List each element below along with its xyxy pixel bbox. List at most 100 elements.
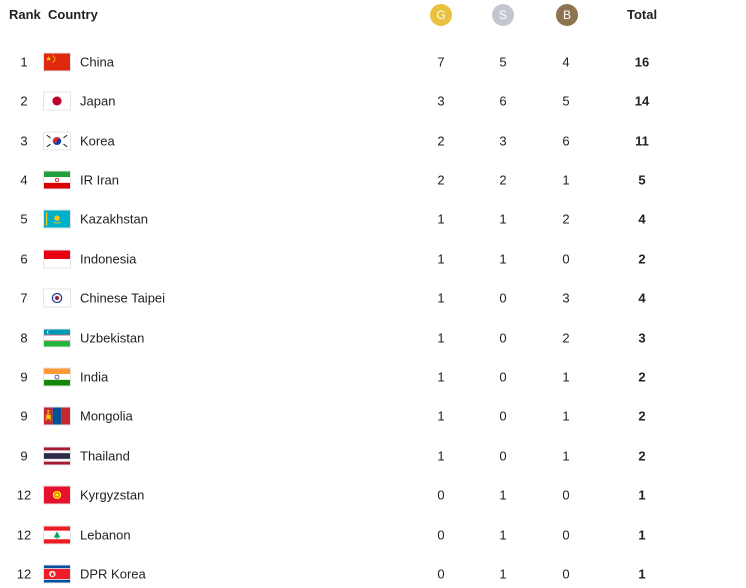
bronze-count: 0 [562,566,570,581]
silver-count: 1 [499,566,507,581]
gold-count: 1 [437,211,445,226]
rank-cell: 9 [20,448,28,463]
rank-cell: 5 [20,211,28,226]
country-name[interactable]: India [80,369,109,384]
bronze-count: 4 [562,54,570,69]
gold-count: 0 [437,487,445,502]
country-name[interactable]: Thailand [80,448,130,463]
rank-header[interactable]: Rank [9,7,41,22]
gold-count: 2 [437,172,445,187]
gold-count: 2 [437,133,445,148]
table-row[interactable]: 2 Japan 3 6 5 14 [0,81,746,120]
silver-count: 2 [499,172,507,187]
table-row[interactable]: 9 Mongolia 1 0 1 2 [0,396,746,435]
total-count: 2 [638,251,646,266]
silver-count: 3 [499,133,507,148]
total-count: 2 [638,448,646,463]
silver-count: 1 [499,251,507,266]
silver-count: 0 [499,330,507,345]
total-count: 1 [638,487,646,502]
total-count: 16 [634,54,650,69]
bronze-count: 2 [562,211,570,226]
rank-cell: 1 [20,54,28,69]
country-name[interactable]: Uzbekistan [80,330,145,345]
country-name[interactable]: Lebanon [80,527,131,542]
table-row[interactable]: 8 Uzbekistan 1 0 2 3 [0,318,746,357]
indonesia-flag-icon [43,249,71,268]
bronze-medal-icon[interactable]: B [556,4,578,26]
silver-medal-icon[interactable]: S [492,4,514,26]
bronze-count: 1 [562,172,570,187]
table-row[interactable]: 3 Korea 2 3 6 11 [0,121,746,160]
total-count: 2 [638,369,646,384]
thailand-flag-icon [43,446,71,465]
japan-flag-icon [43,91,71,110]
silver-count: 0 [499,369,507,384]
total-count: 3 [638,330,646,345]
rank-cell: 7 [20,290,28,305]
country-name[interactable]: Japan [80,93,116,108]
table-row[interactable]: 12 Lebanon 0 1 0 1 [0,515,746,554]
bronze-count: 0 [562,251,570,266]
rank-cell: 8 [20,330,28,345]
gold-count: 0 [437,527,445,542]
country-name[interactable]: Chinese Taipei [80,290,166,305]
china-flag-icon [43,52,71,71]
country-header[interactable]: Country [48,7,98,22]
gold-count: 1 [437,369,445,384]
table-row[interactable]: 7 Chinese Taipei 1 0 3 4 [0,278,746,317]
rank-cell: 9 [20,408,28,423]
total-header[interactable]: Total [627,7,658,22]
country-name[interactable]: Indonesia [80,251,137,266]
country-name[interactable]: DPR Korea [80,566,146,581]
rank-cell: 3 [20,133,28,148]
bronze-count: 0 [562,527,570,542]
total-count: 1 [638,566,646,581]
country-name[interactable]: Kazakhstan [80,211,148,226]
table-row[interactable]: 12 DPR Korea 0 1 0 1 [0,554,746,588]
gold-count: 7 [437,54,445,69]
bronze-count: 5 [562,93,570,108]
country-name[interactable]: IR Iran [80,172,120,187]
silver-count: 0 [499,290,507,305]
silver-count: 0 [499,408,507,423]
silver-count: 1 [499,527,507,542]
silver-count: 1 [499,211,507,226]
dpr-korea-flag-icon [43,564,71,583]
rank-cell: 2 [20,93,28,108]
total-count: 11 [635,133,649,148]
gold-medal-icon[interactable]: G [430,4,452,26]
table-row[interactable]: 9 Thailand 1 0 1 2 [0,436,746,475]
country-name[interactable]: Kyrgyzstan [80,487,145,502]
total-count: 5 [638,172,646,187]
table-row[interactable]: 12 Kyrgyzstan 0 1 0 1 [0,475,746,514]
country-name[interactable]: Mongolia [80,408,133,423]
chinese-taipei-flag-icon [43,288,71,307]
silver-count: 0 [499,448,507,463]
uzbekistan-flag-icon [43,328,71,347]
rank-cell: 4 [20,172,28,187]
country-name[interactable]: China [80,54,114,69]
silver-count: 6 [499,93,507,108]
table-row[interactable]: 9 India 1 0 1 2 [0,357,746,396]
country-name[interactable]: Korea [80,133,115,148]
gold-count: 1 [437,448,445,463]
table-row[interactable]: 1 China 7 5 4 16 [0,42,746,81]
total-count: 2 [638,408,646,423]
iran-flag-icon [43,170,71,189]
total-count: 14 [634,93,650,108]
gold-count: 3 [437,93,445,108]
silver-count: 1 [499,487,507,502]
bronze-count: 2 [562,330,570,345]
gold-count: 1 [437,330,445,345]
silver-count: 5 [499,54,507,69]
rank-cell: 9 [20,369,28,384]
table-row[interactable]: 6 Indonesia 1 1 0 2 [0,239,746,278]
bronze-count: 6 [562,133,570,148]
rank-cell: 12 [16,487,32,502]
mongolia-flag-icon [43,406,71,425]
rank-cell: 6 [20,251,28,266]
table-row[interactable]: 5 Kazakhstan 1 1 2 4 [0,199,746,238]
gold-count: 1 [437,408,445,423]
table-row[interactable]: 4 IR Iran 2 2 1 5 [0,160,746,199]
